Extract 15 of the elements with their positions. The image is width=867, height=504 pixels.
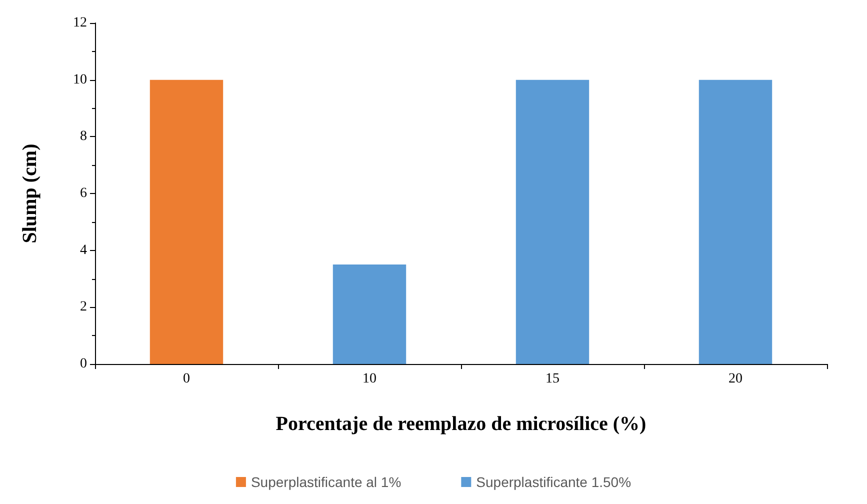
- y-tick-label: 6: [80, 186, 87, 201]
- legend-label: Superplastificante al 1%: [250, 474, 402, 490]
- y-tick-label: 4: [80, 242, 87, 258]
- y-tick-label: 2: [80, 300, 87, 315]
- x-tick-label: 15: [546, 372, 560, 386]
- x-tick-label: 10: [362, 372, 376, 386]
- y-tick-label: 12: [73, 16, 87, 30]
- x-tick-label: 20: [728, 372, 742, 386]
- y-tick-label: 10: [73, 72, 87, 88]
- x-tick-label: 0: [183, 372, 190, 386]
- legend-label: Superplastificante 1.50%: [476, 474, 632, 490]
- x-axis-title: Porcentaje de reemplazo de microsílice (%): [276, 413, 646, 435]
- y-axis-title: Slump (cm): [19, 144, 41, 244]
- y-tick-label: 8: [80, 129, 87, 144]
- y-tick-label: 0: [80, 356, 87, 372]
